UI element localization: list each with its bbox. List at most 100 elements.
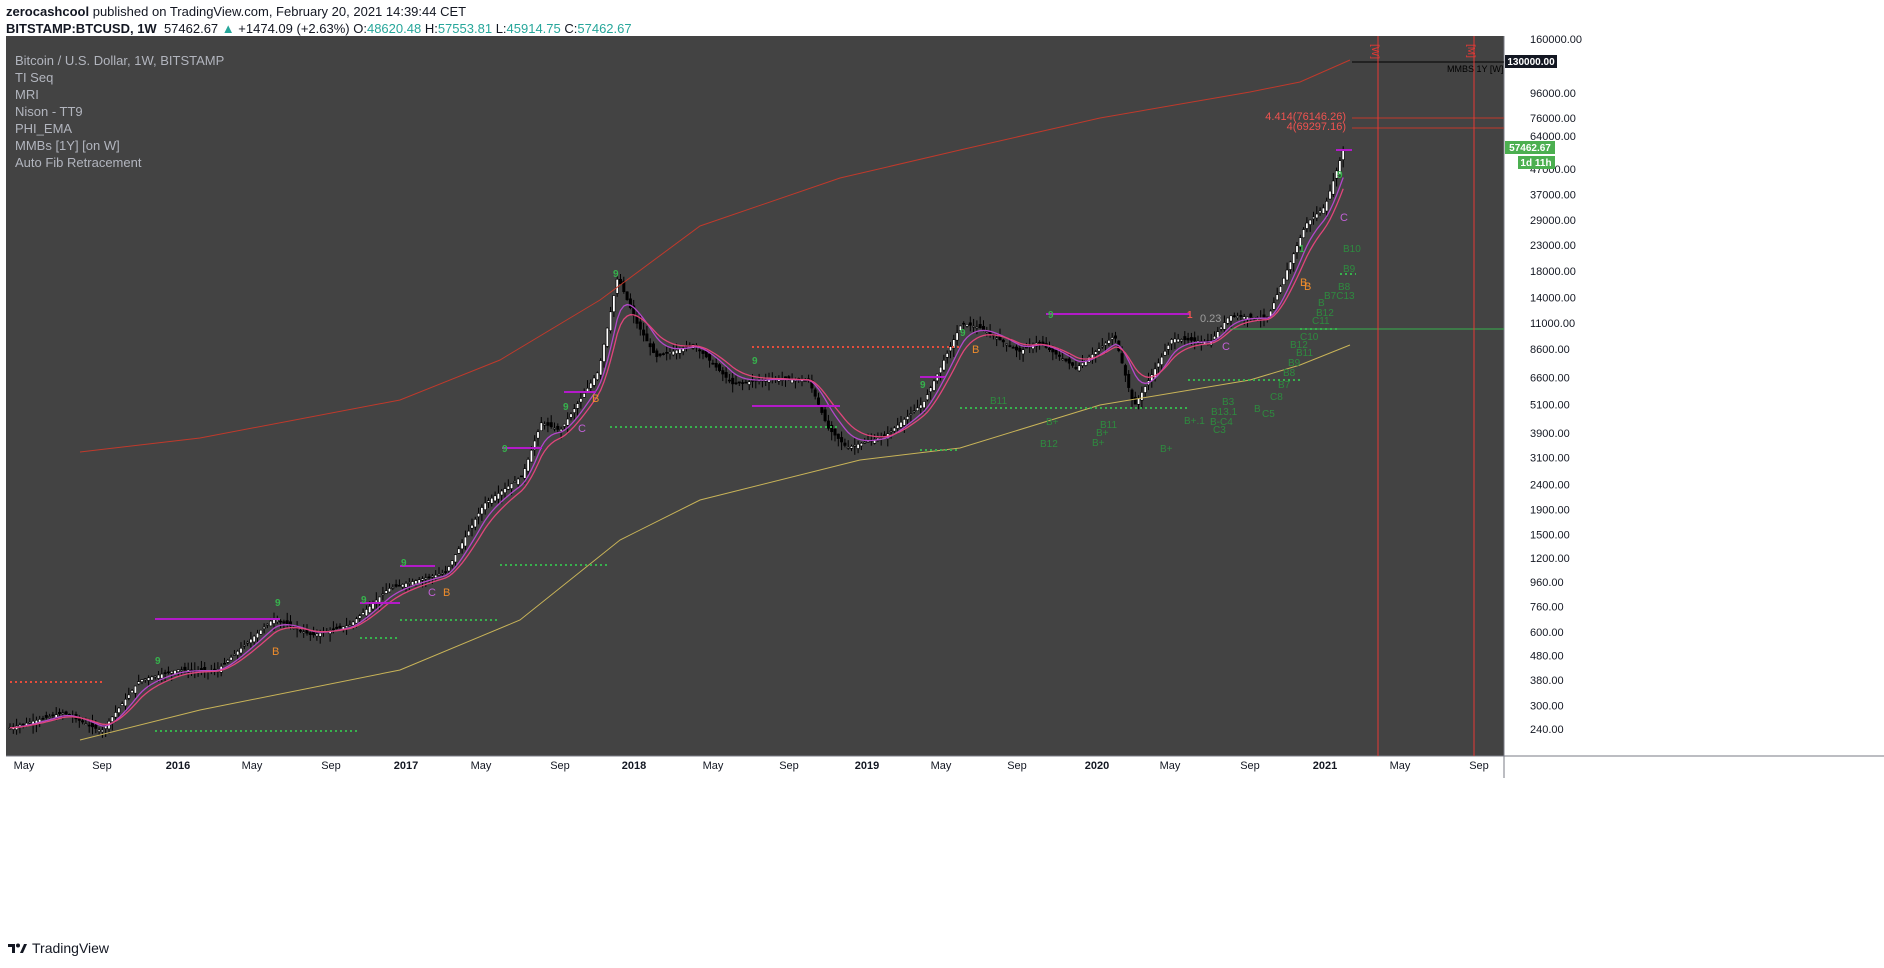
legend-item[interactable]: Nison - TT9 bbox=[15, 104, 83, 119]
target-price-label: 130000.00 bbox=[1507, 57, 1555, 68]
candle-body bbox=[1097, 348, 1101, 352]
candle-body bbox=[437, 573, 441, 576]
candle-body bbox=[153, 675, 157, 678]
candle-body bbox=[282, 621, 286, 624]
candle-body bbox=[704, 350, 708, 358]
candle-body bbox=[1104, 342, 1108, 346]
candle-body bbox=[816, 397, 820, 405]
legend-item[interactable]: Auto Fib Retracement bbox=[15, 155, 142, 170]
candle-body bbox=[741, 382, 745, 384]
candle-body bbox=[450, 560, 454, 566]
y-tick-label: 6600.00 bbox=[1530, 372, 1570, 384]
candle-body bbox=[592, 377, 596, 386]
candle-body bbox=[1084, 359, 1088, 366]
candle-body bbox=[223, 662, 227, 665]
tradingview-logo[interactable]: TradingView bbox=[8, 940, 109, 956]
candle-body bbox=[846, 447, 850, 449]
candle-body bbox=[549, 422, 553, 428]
y-tick-label: 600.00 bbox=[1530, 627, 1564, 639]
candle-body bbox=[651, 343, 655, 353]
signal-label: B10 bbox=[1343, 244, 1361, 255]
candle-body bbox=[536, 431, 540, 439]
candle-body bbox=[985, 331, 989, 333]
candle-body bbox=[404, 583, 408, 588]
candle-body bbox=[955, 332, 959, 341]
candle-body bbox=[675, 349, 679, 354]
legend-item[interactable]: TI Seq bbox=[15, 70, 54, 85]
y-tick-label: 3100.00 bbox=[1530, 452, 1570, 464]
x-tick-label: 2017 bbox=[394, 760, 418, 772]
candle-body bbox=[259, 629, 263, 635]
signal-label: B12 bbox=[1316, 308, 1334, 319]
legend-item[interactable]: PHI_EMA bbox=[15, 121, 73, 136]
x-tick-label: Sep bbox=[550, 760, 570, 772]
y-tick-label: 8600.00 bbox=[1530, 344, 1570, 356]
symbol: BITSTAMP:BTCUSD, 1W bbox=[6, 21, 157, 36]
y-tick-label: 18000.00 bbox=[1530, 266, 1576, 278]
y-tick-label: 64000.00 bbox=[1530, 131, 1576, 143]
signal-label: B+ bbox=[1092, 438, 1105, 449]
candle-body bbox=[394, 584, 398, 587]
x-tick-label: 2019 bbox=[855, 760, 879, 772]
sequence-count-label: 9 bbox=[1048, 310, 1054, 321]
candle-body bbox=[972, 325, 976, 328]
candle-body bbox=[965, 324, 969, 327]
candle-body bbox=[526, 459, 530, 472]
candle-body bbox=[61, 712, 65, 715]
candle-body bbox=[288, 621, 292, 627]
candle-body bbox=[183, 666, 187, 671]
close-value: 57462.67 bbox=[577, 21, 632, 36]
candle-body bbox=[100, 729, 104, 733]
y-tick-label: 1500.00 bbox=[1530, 530, 1570, 542]
candle-body bbox=[463, 536, 467, 547]
x-tick-label: May bbox=[14, 760, 35, 772]
candle-body bbox=[424, 577, 428, 580]
candle-body bbox=[1127, 373, 1131, 388]
legend-title[interactable]: Bitcoin / U.S. Dollar, 1W, BITSTAMP bbox=[15, 53, 225, 68]
candle-body bbox=[1048, 347, 1052, 351]
y-tick-label: 160000.00 bbox=[1530, 34, 1582, 46]
candle-body bbox=[830, 424, 834, 433]
phase-label: C bbox=[428, 587, 436, 599]
candle-body bbox=[1120, 353, 1124, 364]
candle-body bbox=[176, 669, 180, 673]
indicator-legend: Bitcoin / U.S. Dollar, 1W, BITSTAMP TI S… bbox=[15, 52, 224, 171]
signal-label: B7C13 bbox=[1324, 291, 1355, 302]
x-tick-label: Sep bbox=[321, 760, 341, 772]
candle-body bbox=[1038, 341, 1042, 344]
candle-body bbox=[1222, 322, 1226, 330]
candle-body bbox=[120, 703, 124, 706]
candle-body bbox=[1315, 213, 1319, 219]
high-value: 57553.81 bbox=[437, 21, 493, 36]
signal-label: B8 bbox=[1338, 282, 1351, 293]
candle-body bbox=[298, 630, 302, 632]
candle-body bbox=[160, 673, 164, 679]
sequence-count-label: 9 bbox=[1337, 170, 1343, 181]
price-axis bbox=[1504, 36, 1884, 756]
candle-body bbox=[1140, 392, 1144, 401]
publish-info: zerocashcool published on TradingView.co… bbox=[6, 4, 466, 19]
signal-label: C10 bbox=[1300, 332, 1319, 343]
candle-body bbox=[539, 422, 543, 432]
fib-label: 4(69297.16) bbox=[1287, 121, 1346, 133]
legend-item[interactable]: MMBs [1Y] [on W] bbox=[15, 138, 120, 153]
candle-body bbox=[642, 329, 646, 336]
low-value: 45914.75 bbox=[506, 21, 561, 36]
candle-body bbox=[345, 625, 349, 629]
legend-item[interactable]: MRI bbox=[15, 87, 39, 102]
candle-body bbox=[315, 633, 319, 637]
candle-body bbox=[813, 389, 817, 397]
candle-body bbox=[338, 625, 342, 628]
y-tick-label: 1900.00 bbox=[1530, 504, 1570, 516]
candle-body bbox=[1100, 345, 1104, 348]
candle-body bbox=[417, 579, 421, 584]
phase-label: C bbox=[578, 423, 586, 435]
candle-body bbox=[381, 593, 385, 596]
candle-body bbox=[1335, 170, 1339, 179]
candle-body bbox=[562, 423, 566, 427]
candle-body bbox=[440, 573, 444, 575]
countdown-label: 1d 11h bbox=[1520, 158, 1551, 169]
author[interactable]: zerocashcool bbox=[6, 4, 90, 19]
candle-body bbox=[912, 410, 916, 413]
